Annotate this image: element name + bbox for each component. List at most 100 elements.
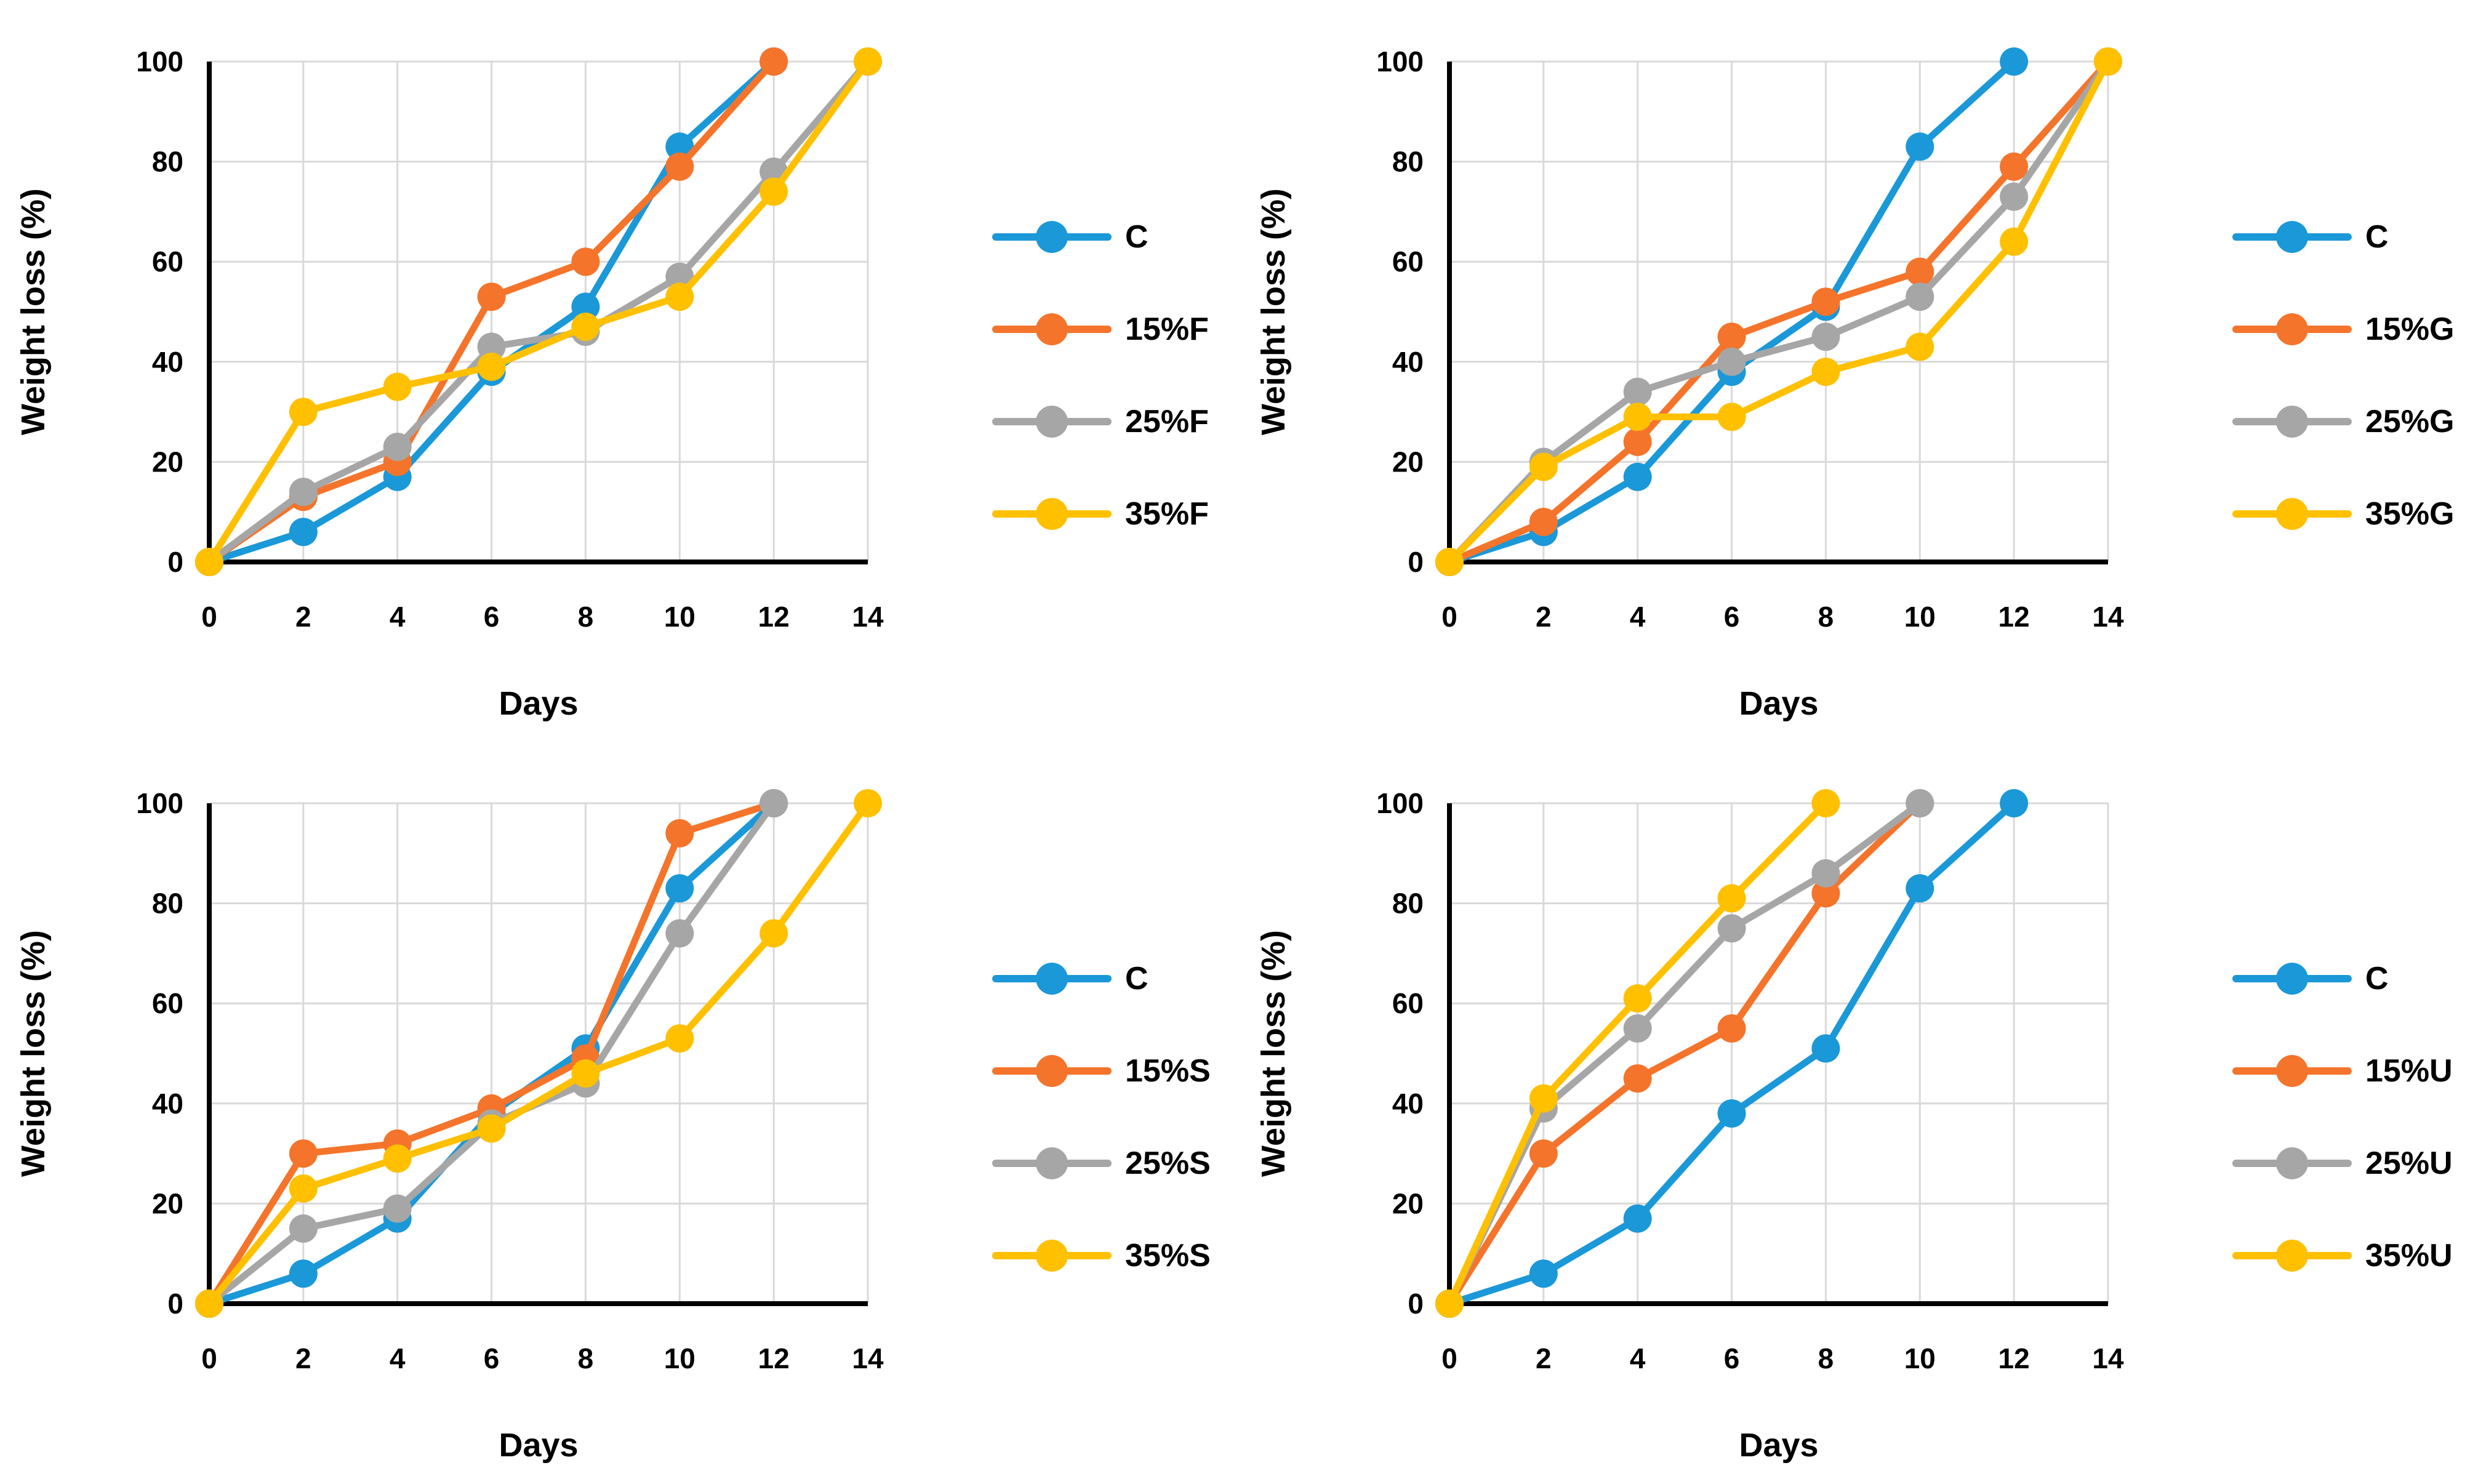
y-tick-label: 0: [167, 546, 183, 578]
data-point-25%G-day8: [1811, 323, 1840, 351]
series-35%U: [1435, 789, 1840, 1318]
legend-label-35%F: 35%F: [1125, 496, 1209, 532]
data-point-15%F-day12: [760, 47, 788, 76]
x-tick-label: 8: [578, 601, 594, 633]
x-tick-label: 10: [1904, 601, 1936, 633]
data-point-C-day10: [665, 874, 694, 903]
legend-label-25%G: 25%G: [2365, 404, 2455, 439]
data-point-35%S-day10: [665, 1024, 694, 1053]
data-point-15%S-day2: [289, 1139, 318, 1168]
data-point-35%S-day6: [477, 1114, 506, 1143]
legend-item-35%F: 35%F: [992, 496, 1209, 532]
data-point-25%S-day4: [383, 1194, 412, 1223]
legend-item-25%F: 25%F: [992, 404, 1209, 439]
y-axis-title: Weight loss (%): [1255, 930, 1292, 1177]
y-tick-label: 0: [1408, 1288, 1424, 1320]
legend-item-C: C: [992, 219, 1148, 255]
data-point-15%F-day6: [477, 283, 506, 311]
data-point-35%S-day4: [383, 1144, 412, 1173]
x-tick-label: 0: [1441, 1342, 1457, 1374]
x-axis-title: Days: [499, 1427, 578, 1464]
y-tick-label: 40: [152, 346, 183, 378]
data-point-35%G-day8: [1811, 358, 1840, 387]
data-point-15%G-day4: [1623, 427, 1652, 456]
data-point-15%U-day6: [1717, 1014, 1746, 1043]
gridlines: [1449, 802, 2109, 1304]
x-axis-title: Days: [499, 685, 578, 722]
data-point-C-day2: [1529, 1259, 1558, 1288]
y-tick-label: 80: [152, 146, 183, 178]
legend-label-25%U: 25%U: [2365, 1145, 2453, 1181]
y-tick-label: 40: [1392, 346, 1424, 378]
series-35%G: [1435, 47, 2122, 576]
panel-top-left: 0 20 40 60 80 100 0 2 4 6 8 10 12 14 Weight loss (%) Da…: [0, 0, 1240, 742]
data-point-C-day8: [571, 292, 600, 321]
y-tick-label: 80: [1392, 888, 1424, 920]
data-point-35%G-day12: [2000, 227, 2029, 256]
series-line-25%U: [1446, 800, 1923, 1307]
data-point-35%S-day12: [760, 919, 788, 948]
series-line-25%F: [206, 58, 872, 566]
data-point-25%S-day10: [665, 919, 694, 948]
chart-panel-F: 0 20 40 60 80 100 0 2 4 6 8 10 12 14 Weight loss (%) Da…: [15, 46, 1209, 722]
x-tick-label: 10: [664, 601, 695, 633]
data-point-15%U-day4: [1623, 1064, 1652, 1093]
data-point-C-day10: [1906, 874, 1934, 903]
data-point-35%F-day6: [477, 352, 506, 381]
chart-panel-S: 0 20 40 60 80 100 0 2 4 6 8 10 12 14 Weight loss (%) Da…: [15, 787, 1211, 1464]
y-tick-label: 20: [152, 446, 183, 478]
x-tick-label: 4: [1630, 1342, 1646, 1374]
data-point-35%F-day14: [854, 47, 882, 76]
y-tick-label: 0: [1408, 546, 1424, 578]
x-tick-label: 12: [1998, 601, 2030, 633]
data-point-35%U-day4: [1623, 984, 1652, 1013]
panel-bottom-right: 0 20 40 60 80 100 0 2 4 6 8 10 12 14 Weight loss (%) Da…: [1240, 742, 2481, 1484]
x-axis-title: Days: [1739, 685, 1818, 722]
legend-item-35%S: 35%S: [992, 1238, 1211, 1273]
legend-item-35%U: 35%U: [2232, 1238, 2453, 1273]
data-point-C-day6: [1717, 1099, 1746, 1128]
y-tick-label: 100: [136, 46, 183, 78]
legend-item-15%U: 15%U: [2232, 1053, 2453, 1089]
legend-marker-swatch: [2276, 1055, 2308, 1087]
data-point-35%G-day2: [1529, 452, 1558, 481]
y-tick-label: 20: [1392, 1187, 1424, 1219]
legend-marker-swatch: [1036, 1055, 1068, 1087]
legend-item-C: C: [2232, 219, 2389, 255]
y-tick-label: 80: [152, 888, 183, 920]
gridlines: [1449, 60, 2109, 562]
legend-label-C: C: [1125, 961, 1148, 997]
x-tick-label: 14: [852, 1342, 884, 1374]
x-tick-label: 14: [2092, 601, 2124, 633]
tick-labels: 0 20 40 60 80 100 0 2 4 6 8 10 12 14: [1376, 46, 2124, 633]
series-line-35%G: [1446, 58, 2112, 566]
x-tick-label: 10: [1904, 1342, 1936, 1374]
data-point-35%S-day8: [571, 1059, 600, 1088]
x-tick-label: 14: [2092, 1342, 2124, 1374]
legend-marker-swatch: [2276, 1240, 2308, 1272]
x-tick-label: 8: [1818, 601, 1834, 633]
y-tick-label: 60: [1392, 987, 1424, 1019]
legend-item-25%S: 25%S: [992, 1145, 1211, 1181]
legend-marker-swatch: [1036, 221, 1068, 253]
data-point-25%G-day10: [1906, 283, 1934, 311]
x-tick-label: 0: [1441, 601, 1457, 633]
x-tick-label: 0: [201, 1342, 217, 1374]
legend-marker-swatch: [1036, 406, 1068, 438]
data-point-35%U-day8: [1811, 789, 1840, 817]
x-tick-label: 2: [1536, 1342, 1552, 1374]
legend-item-35%G: 35%G: [2232, 496, 2455, 532]
legend-label-15%S: 15%S: [1125, 1053, 1211, 1089]
data-point-C-day2: [289, 518, 318, 547]
x-tick-label: 12: [758, 601, 790, 633]
legend-label-35%S: 35%S: [1125, 1238, 1211, 1273]
data-point-25%U-day4: [1623, 1014, 1652, 1043]
data-point-35%G-day0: [1435, 548, 1464, 576]
legend: C 15%F 25%F 35%F: [992, 219, 1209, 532]
legend-label-15%G: 15%G: [2365, 311, 2455, 347]
data-point-15%F-day8: [571, 247, 600, 276]
x-tick-label: 0: [201, 601, 217, 633]
data-point-35%F-day0: [195, 548, 223, 576]
legend-marker-swatch: [1036, 313, 1068, 345]
x-tick-label: 10: [664, 1342, 695, 1374]
